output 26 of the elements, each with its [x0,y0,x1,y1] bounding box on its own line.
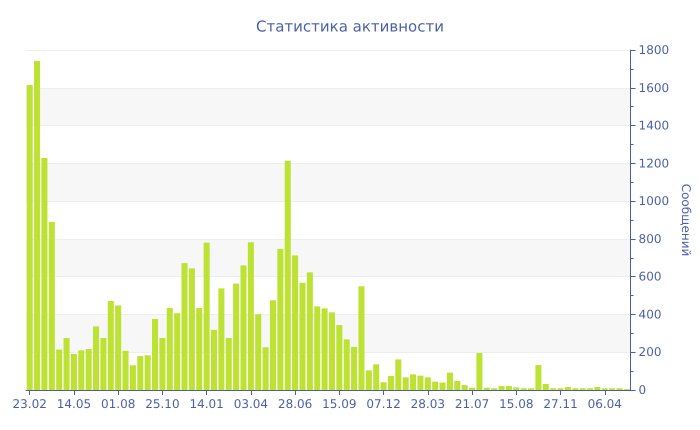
x-tick-label: 25.10 [145,397,180,411]
x-tick-label: 28.06 [278,397,312,411]
x-tick-label: 07.12 [366,397,401,411]
x-tick-label: 28.03 [410,397,445,411]
y-tick-label: 800 [638,232,662,246]
x-tick-label: 27.11 [543,397,578,411]
x-tick-label: 21.07 [454,397,490,411]
x-tick-label: 14.01 [189,397,224,411]
y-tick-label: 1600 [638,80,670,95]
y-tick-label: 1000 [638,194,670,208]
x-tick-label: 06.04 [588,397,622,411]
x-tick-label: 03.04 [234,397,268,411]
y-tick-label: 1400 [638,118,670,133]
y-tick-label: 200 [638,345,662,360]
x-tick-label: 15.08 [499,397,534,411]
y-tick-label: 1800 [638,43,670,57]
x-tick-label: 14.05 [56,397,92,411]
x-tick-label: 15.09 [322,397,357,411]
y-tick-label: 1200 [638,156,670,170]
y-tick-label: 400 [638,307,662,322]
y-axis-title: Сообщений [679,184,693,256]
y-tick-label: 0 [638,383,646,397]
x-tick-label: 23.02 [12,397,47,411]
chart-title: Статистика активности [256,18,444,36]
x-tick-label: 01.08 [100,397,136,411]
y-tick-label: 600 [638,270,662,284]
